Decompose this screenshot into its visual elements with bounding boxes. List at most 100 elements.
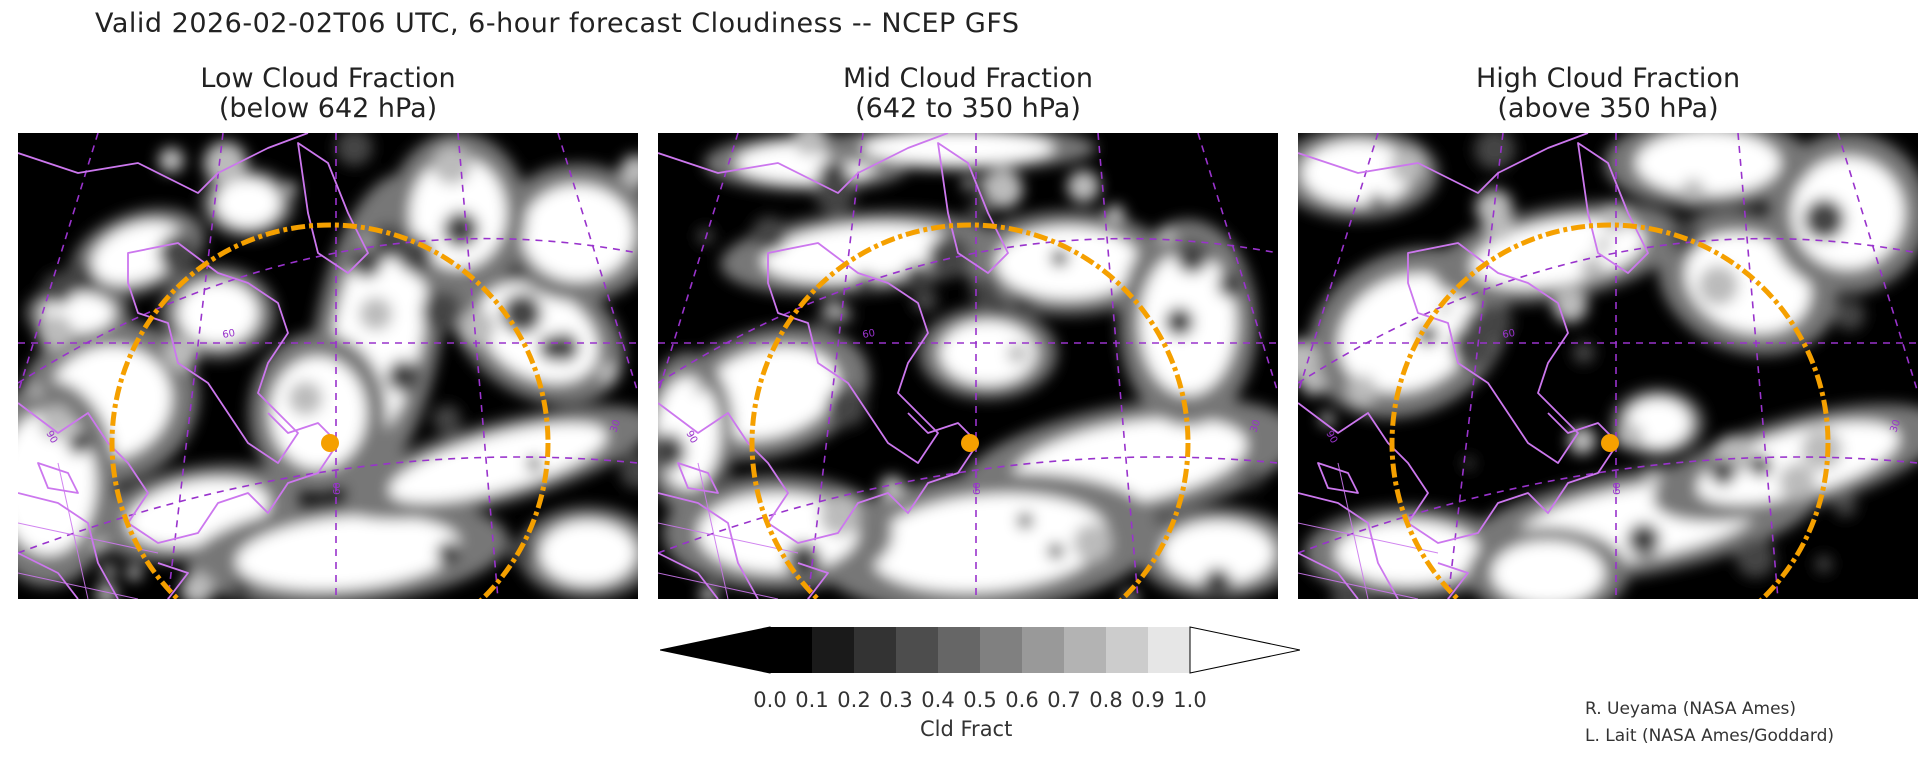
cloud-speck [1620, 424, 1644, 447]
panel-title-mid-line1: Mid Cloud Fraction [842, 63, 1093, 94]
colorbar-tick-label: 0.5 [963, 688, 997, 712]
colorbar-tick-label: 0.4 [921, 688, 955, 712]
cloud-speck [1067, 170, 1100, 203]
meridian-line [557, 133, 638, 394]
cloud-patch [91, 221, 185, 285]
cloud-speck [37, 314, 74, 351]
coastline [677, 462, 719, 494]
coastline [18, 133, 309, 194]
cloud-patch [540, 521, 636, 585]
coastline [797, 562, 829, 599]
coastline [1298, 133, 1589, 194]
colorbar-box [770, 627, 812, 673]
map-panel-high: 60 60 30 90 [1298, 133, 1918, 599]
cloud-speck [1801, 429, 1843, 471]
cloud-speck [126, 564, 142, 581]
coastline [658, 133, 949, 194]
cloud-speck [619, 154, 638, 187]
cloud-speck [1572, 341, 1595, 364]
cloud-speck [158, 233, 198, 273]
cloud-speck [1047, 543, 1064, 560]
cloud-speck [1462, 457, 1475, 470]
coastline [767, 242, 939, 464]
panel-title-low-line1: Low Cloud Fraction [200, 63, 456, 94]
cloud-speck [29, 384, 43, 398]
cloud-speck [1803, 198, 1845, 241]
parallel-line [658, 456, 1278, 554]
meridian-line [18, 133, 99, 394]
cloud-speck [1580, 256, 1605, 280]
colorbar-tick-label: 0.9 [1131, 688, 1165, 712]
cloud-speck [912, 287, 938, 313]
cloud-patch [762, 223, 954, 283]
cloud-speck [1017, 512, 1033, 529]
coastline [18, 492, 119, 599]
credit-line-1: R. Ueyama (NASA Ames) [1585, 699, 1797, 719]
cloud-speck [101, 564, 116, 579]
meridian-line [658, 133, 739, 394]
cloud-patch [270, 357, 366, 469]
panel-title-low: Low Cloud Fraction (below 642 hPa) [18, 64, 638, 124]
cloud-speck [983, 169, 1023, 209]
cloud-speck [693, 382, 707, 395]
coastline [1298, 552, 1359, 599]
coastline [297, 142, 369, 274]
cloud-speck [1346, 375, 1378, 406]
center-point [1601, 434, 1619, 452]
meridian-line [1837, 133, 1918, 394]
political-borders [18, 462, 159, 599]
parallel-line [18, 456, 638, 554]
cloud-speck [751, 216, 788, 253]
cloud-speck [432, 145, 472, 185]
lat-lon-grid [18, 133, 638, 599]
coastline [127, 242, 299, 464]
lat-label: 60 [222, 328, 236, 341]
cloud-patch [868, 494, 1108, 592]
cloud-speck [436, 541, 461, 566]
cloud-speck [1834, 299, 1866, 331]
cloud-speck [1301, 370, 1326, 396]
parallel-line [18, 237, 638, 384]
cloud-speck [350, 246, 383, 279]
cloud-speck [1319, 412, 1333, 425]
political-borders [658, 462, 799, 599]
meridian-line [1447, 133, 1504, 599]
colorbar-box [980, 627, 1022, 673]
range-ring [1389, 222, 1831, 599]
colorbar-high-arrow [1189, 626, 1300, 674]
panel-title-high-line2: (above 350 hPa) [1497, 93, 1719, 124]
cloud-speck [1051, 249, 1069, 267]
cloud-speck [1158, 227, 1176, 245]
meridian-line [807, 133, 864, 599]
cloud-speck [158, 147, 184, 173]
border-line [697, 462, 729, 599]
cloud-speck [1165, 307, 1194, 337]
coastline [1407, 242, 1579, 464]
colorbar-box [1106, 627, 1148, 673]
panel-title-high-line1: High Cloud Fraction [1475, 63, 1741, 94]
cloud-speck [1010, 293, 1037, 320]
cloud-speck [1595, 237, 1611, 252]
colorbar-tick-label: 0.1 [795, 688, 829, 712]
colorbar-tick-label: 0.7 [1047, 688, 1081, 712]
cloud-patch [522, 185, 634, 281]
panel-title-low-line2: (below 642 hPa) [218, 93, 438, 124]
cloud-speck [1735, 538, 1775, 578]
cloud-speck [962, 177, 975, 190]
border-line [18, 572, 139, 599]
cloud-field [658, 133, 1278, 599]
colorbar-box [896, 627, 938, 673]
cloud-speck [699, 585, 718, 599]
lon-label: 30 [608, 418, 623, 434]
cloud-speck [1833, 494, 1857, 517]
lon-label: 30 [1248, 418, 1263, 434]
cloud-speck [39, 405, 74, 440]
credit-line-2: L. Lait (NASA Ames/Goddard) [1585, 726, 1834, 746]
meridian-line [1197, 133, 1278, 394]
coastline [658, 492, 759, 599]
coastline [1317, 462, 1359, 494]
panel-title-mid-line2: (642 to 350 hPa) [855, 93, 1081, 124]
cloud-speck [1815, 555, 1833, 573]
cloud-patch [1492, 541, 1604, 599]
cloud-speck [904, 262, 929, 287]
